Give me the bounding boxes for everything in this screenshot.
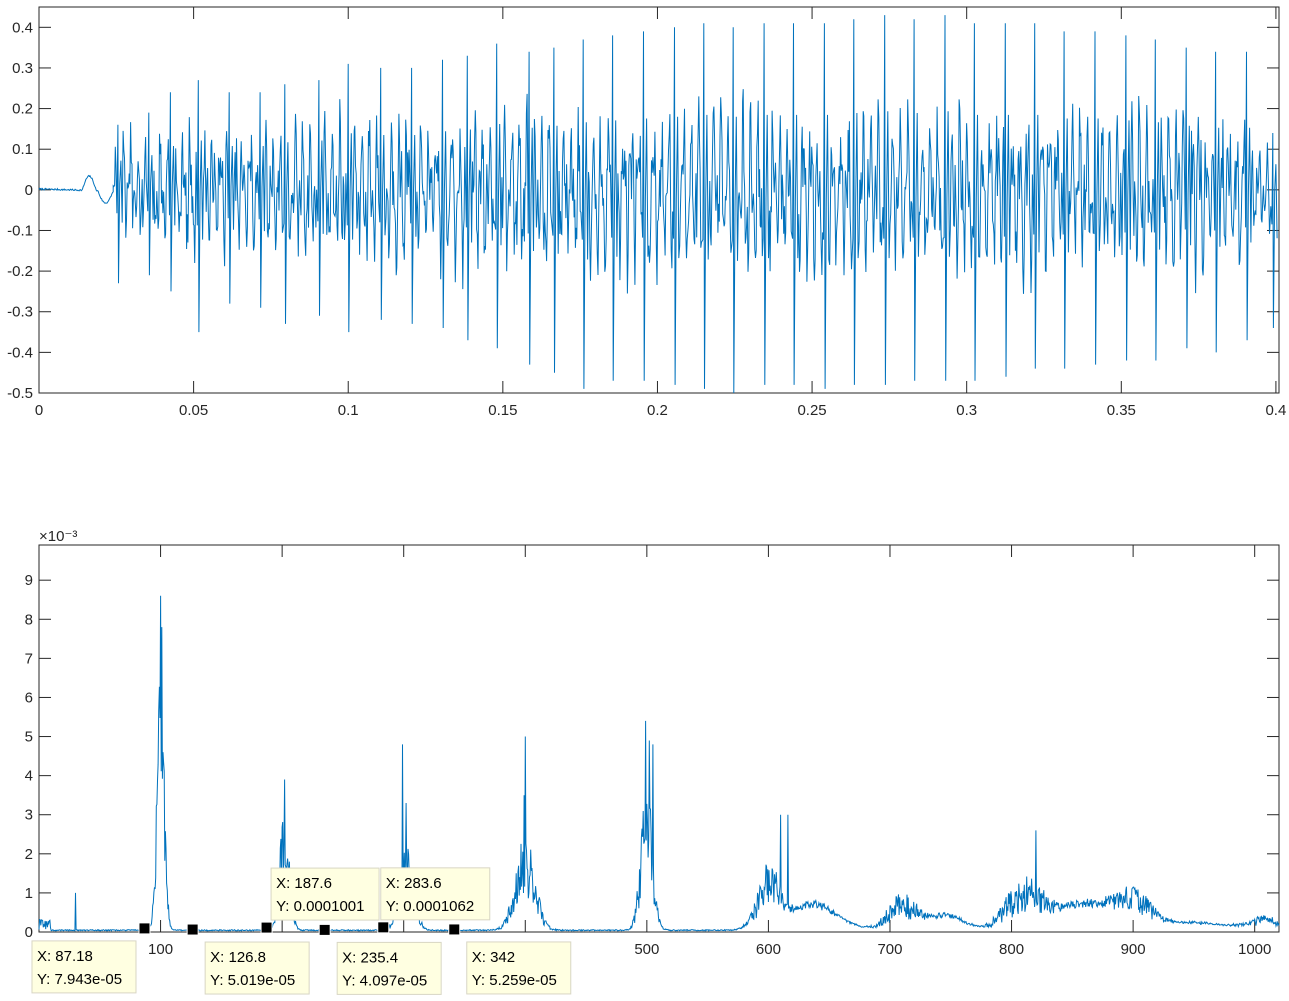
datatip-x-label: X: 283.6 — [386, 875, 442, 892]
time-ytick-label: -0.3 — [7, 304, 33, 321]
datatip-y-label: Y: 5.019e-05 — [210, 972, 295, 989]
datatip-marker[interactable] — [318, 923, 331, 936]
datatip-marker[interactable] — [260, 921, 273, 934]
datatip-box — [336, 941, 442, 995]
time-ytick-label: 0 — [25, 182, 33, 199]
spectrum-ticks: 1002003004005006007008009001000012345678… — [25, 545, 1279, 958]
datatip-marker[interactable] — [138, 922, 151, 935]
datatip[interactable]: X: 126.8 Y: 5.019e-05 — [186, 923, 310, 995]
time-ytick-label: -0.1 — [7, 222, 33, 239]
datatip[interactable]: X: 235.4 Y: 4.097e-05 — [318, 923, 442, 995]
spectrum-axes: ×10⁻³ 1002003004005006007008009001000012… — [25, 528, 1280, 995]
time-ytick-label: 0.4 — [12, 19, 33, 36]
freq-xtick-label: 600 — [756, 941, 781, 958]
datatip-y-label: Y: 7.943e-05 — [37, 971, 122, 988]
time-ytick-label: 0.2 — [12, 101, 33, 118]
freq-ytick-label: 2 — [25, 846, 33, 863]
spectrum-plot-box — [38, 544, 1280, 933]
freq-ytick-label: 0 — [25, 924, 33, 941]
datatip-y-label: Y: 5.259e-05 — [472, 972, 557, 989]
datatip[interactable]: X: 283.6 Y: 0.0001062 — [377, 867, 491, 934]
time-ytick-label: 0.3 — [12, 60, 33, 77]
datatip-x-label: X: 87.18 — [37, 948, 93, 965]
time-xtick-label: 0 — [35, 402, 43, 419]
time-xtick-label: 0.2 — [647, 402, 668, 419]
datatip-box — [270, 867, 380, 921]
spectrum-line — [38, 595, 1280, 932]
time-xtick-label: 0.25 — [797, 402, 826, 419]
freq-ytick-label: 9 — [25, 572, 33, 589]
time-xtick-label: 0.4 — [1265, 402, 1286, 419]
time-signal-axes: 0 0.05 0.1 0.15 0.2 0.25 0.3 0.35 0.4 0.4 0.3 0.2 0.… — [7, 6, 1286, 419]
freq-ytick-label: 1 — [25, 885, 33, 902]
time-signal-ticks: 0 0.05 0.1 0.15 0.2 0.25 0.3 0.35 0.4 0.4 0.3 0.2 0.… — [7, 7, 1286, 419]
freq-xtick-label: 100 — [148, 941, 173, 958]
freq-xtick-label: 1000 — [1238, 941, 1271, 958]
datatip-x-label: X: 187.6 — [276, 875, 332, 892]
freq-ytick-label: 7 — [25, 650, 33, 667]
freq-ytick-label: 8 — [25, 611, 33, 628]
time-signal-line — [38, 15, 1278, 394]
freq-ytick-label: 3 — [25, 807, 33, 824]
time-ytick-label: 0.1 — [12, 141, 33, 158]
time-ytick-label: -0.2 — [7, 263, 33, 280]
datatip-x-label: X: 126.8 — [210, 949, 266, 966]
time-xtick-label: 0.05 — [179, 402, 208, 419]
time-xtick-label: 0.35 — [1107, 402, 1136, 419]
datatip-y-label: Y: 0.0001001 — [276, 898, 364, 915]
time-xtick-label: 0.3 — [956, 402, 977, 419]
freq-ytick-label: 4 — [25, 768, 33, 785]
datatip-marker[interactable] — [448, 923, 461, 936]
freq-ytick-label: 5 — [25, 729, 33, 746]
datatip-box — [204, 941, 310, 995]
datatip-y-label: Y: 0.0001062 — [386, 898, 474, 915]
datatip-box — [31, 940, 137, 994]
freq-xtick-label: 900 — [1121, 941, 1146, 958]
freq-xtick-label: 800 — [999, 941, 1024, 958]
freq-xtick-label: 700 — [877, 941, 902, 958]
datatip[interactable]: X: 87.18 Y: 7.943e-05 — [31, 922, 151, 994]
exponent-label: ×10⁻³ — [39, 528, 77, 545]
freq-ytick-label: 6 — [25, 689, 33, 706]
time-ytick-label: -0.5 — [7, 385, 33, 402]
datatip-y-label: Y: 4.097e-05 — [342, 972, 427, 989]
freq-xtick-label: 500 — [634, 941, 659, 958]
datatips[interactable]: X: 87.18 Y: 7.943e-05 X: 126.8 Y: 5.019e-05… — [31, 867, 572, 995]
datatip-marker[interactable] — [377, 921, 390, 934]
datatip[interactable]: X: 187.6 Y: 0.0001001 — [260, 867, 380, 934]
datatip-box — [466, 941, 572, 995]
time-ytick-label: -0.4 — [7, 344, 33, 361]
datatip-marker[interactable] — [186, 923, 199, 936]
datatip[interactable]: X: 342 Y: 5.259e-05 — [448, 923, 572, 995]
datatip-box — [380, 867, 491, 921]
time-xtick-label: 0.15 — [488, 402, 517, 419]
datatip-x-label: X: 342 — [472, 949, 515, 966]
datatip-x-label: X: 235.4 — [342, 949, 398, 966]
time-xtick-label: 0.1 — [338, 402, 359, 419]
